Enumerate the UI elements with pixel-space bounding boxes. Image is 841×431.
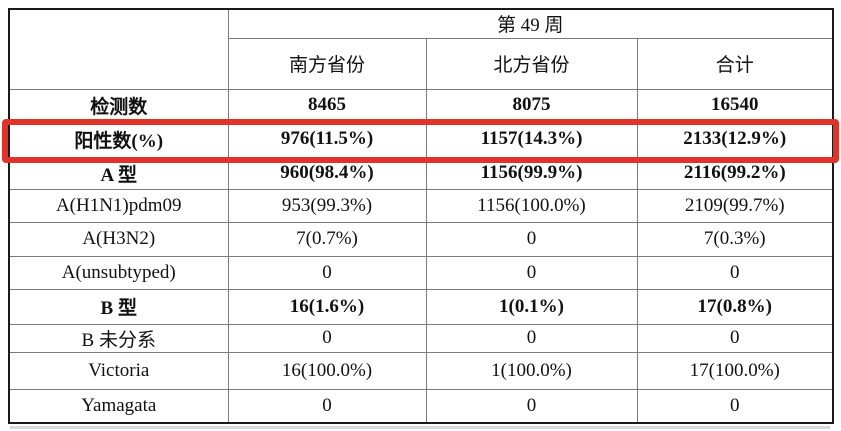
cell-value: 16(1.6%) [227, 288, 427, 325]
cell-value: 0 [425, 255, 638, 290]
cell-value: 17(100.0%) [636, 351, 834, 390]
row-label: Yamagata [8, 388, 229, 424]
table-row-h1n1pdm09: A(H1N1)pdm09 953(99.3%) 1156(100.0%) 210… [8, 188, 834, 223]
cell-value: 8075 [425, 88, 638, 122]
table-row-type-b: B 型 16(1.6%) 1(0.1%) 17(0.8%) [8, 288, 834, 325]
cell-value: 1(100.0%) [425, 351, 638, 390]
cell-value: 2116(99.2%) [636, 156, 834, 190]
cell-value: 1156(100.0%) [425, 188, 638, 223]
cell-value: 7(0.7%) [227, 221, 427, 257]
cell-value: 0 [227, 388, 427, 424]
row-label: B 型 [8, 288, 229, 325]
table-row-yamagata: Yamagata 0 0 0 [8, 388, 834, 424]
row-label: 阳性数(%) [8, 120, 229, 158]
cell-value: 0 [636, 388, 834, 424]
cell-value: 0 [227, 255, 427, 290]
table-row-h3n2: A(H3N2) 7(0.7%) 0 7(0.3%) [8, 221, 834, 257]
cell-value: 8465 [227, 88, 427, 122]
row-label: A(H3N2) [8, 221, 229, 257]
table-row-tested: 检测数 8465 8075 16540 [8, 88, 834, 122]
cell-value: 976(11.5%) [227, 120, 427, 158]
flu-surveillance-table: 第 49 周 南方省份 北方省份 合计 检测数 8465 8075 16540 … [8, 8, 834, 424]
row-label: A(H1N1)pdm09 [8, 188, 229, 223]
cell-value: 0 [636, 323, 834, 353]
cell-value: 16540 [636, 88, 834, 122]
cell-value: 953(99.3%) [227, 188, 427, 223]
table-row-week-header: 第 49 周 [8, 8, 834, 90]
table-row-type-a: A 型 960(98.4%) 1156(99.9%) 2116(99.2%) [8, 156, 834, 190]
cell-value: 17(0.8%) [636, 288, 834, 325]
cell-value: 0 [636, 255, 834, 290]
table-bottom-shadow [10, 426, 830, 429]
corner-cell [8, 8, 229, 90]
column-header-north: 北方省份 [425, 37, 638, 90]
week-header: 第 49 周 [227, 8, 834, 39]
row-label: Victoria [8, 351, 229, 390]
cell-value: 16(100.0%) [227, 351, 427, 390]
cell-value: 0 [425, 323, 638, 353]
cell-value: 1156(99.9%) [425, 156, 638, 190]
table-row-b-unassigned: B 未分系 0 0 0 [8, 323, 834, 353]
table-row-column-headers: 南方省份 北方省份 合计 [9, 37, 834, 90]
cell-value: 960(98.4%) [227, 156, 427, 190]
row-label: 检测数 [8, 88, 229, 122]
cell-value: 0 [425, 221, 638, 257]
row-label: A 型 [8, 156, 229, 190]
table-row-a-unsubtyped: A(unsubtyped) 0 0 0 [8, 255, 834, 290]
row-label: B 未分系 [8, 323, 229, 353]
column-header-south: 南方省份 [227, 37, 427, 90]
cell-value: 0 [227, 323, 427, 353]
row-label: A(unsubtyped) [8, 255, 229, 290]
cell-value: 1157(14.3%) [425, 120, 638, 158]
column-header-total: 合计 [636, 37, 834, 90]
table-row-victoria: Victoria 16(100.0%) 1(100.0%) 17(100.0%) [8, 351, 834, 390]
cell-value: 2133(12.9%) [636, 120, 834, 158]
cell-value: 0 [425, 388, 638, 424]
table-row-positive: 阳性数(%) 976(11.5%) 1157(14.3%) 2133(12.9%… [8, 120, 834, 158]
cell-value: 1(0.1%) [425, 288, 638, 325]
cell-value: 2109(99.7%) [636, 188, 834, 223]
cell-value: 7(0.3%) [636, 221, 834, 257]
